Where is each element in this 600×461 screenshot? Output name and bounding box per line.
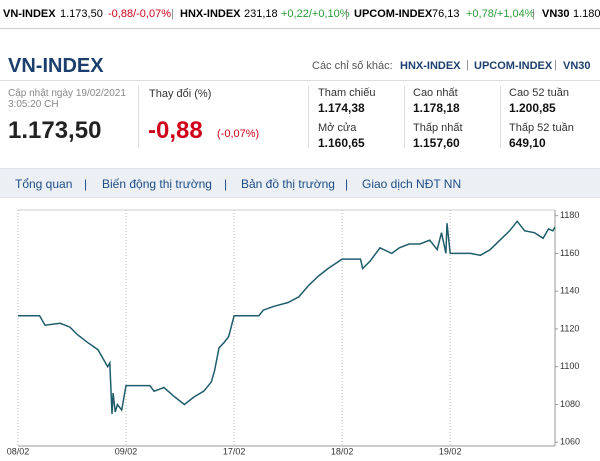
- stat-value: 1.174,38: [318, 101, 365, 115]
- divider: [0, 80, 600, 81]
- chart: 08/02 09/02 17/02 18/02 19/02 1060 1080 1100 112…: [7, 209, 580, 456]
- ticker-change: +0,22/+0,10%: [281, 8, 350, 20]
- tab[interactable]: Biến động thị trường: [102, 177, 212, 191]
- separator: |: [554, 59, 557, 71]
- change-label: Thay đổi (%): [149, 88, 212, 100]
- page-title: VN-INDEX: [8, 55, 104, 77]
- y-tick-label: 1120: [560, 323, 579, 333]
- stat-label: Cao 52 tuần: [509, 87, 569, 99]
- change: -0,88: [148, 117, 203, 144]
- tab-bar: [0, 168, 600, 198]
- separator: |: [532, 8, 535, 20]
- divider: [138, 86, 139, 148]
- ticker-change: -0,88/-0,07%: [108, 8, 171, 20]
- tab[interactable]: Tổng quan: [15, 177, 73, 191]
- y-tick-label: 1100: [560, 361, 579, 371]
- divider: [0, 28, 600, 29]
- stat-label: Cao nhất: [413, 87, 458, 99]
- divider: [404, 86, 405, 148]
- separator: |: [345, 177, 349, 191]
- y-tick-label: 1080: [560, 399, 580, 409]
- x-tick-label: 08/02: [7, 446, 30, 456]
- separator: |: [171, 8, 174, 20]
- stat-label: Tham chiếu: [318, 87, 376, 99]
- x-tick-label: 17/02: [223, 446, 246, 456]
- x-tick-label: 09/02: [115, 446, 138, 456]
- stat-value: 1.160,65: [318, 136, 365, 150]
- stat-value: 649,10: [509, 136, 546, 150]
- y-tick-label: 1060: [560, 437, 580, 447]
- y-tick-label: 1160: [560, 248, 579, 258]
- ticker-name[interactable]: VN30: [542, 8, 570, 20]
- ticker-name[interactable]: HNX-INDEX: [180, 8, 241, 20]
- y-tick-label: 1180: [560, 210, 579, 220]
- y-tick-label: 1140: [560, 286, 579, 296]
- index-link[interactable]: HNX-INDEX: [400, 60, 461, 72]
- ticker-value: 76,13: [432, 8, 460, 20]
- stat-value: 1.178,18: [413, 101, 460, 115]
- stat-value: 1.200,85: [509, 101, 556, 115]
- tab[interactable]: Giao dịch NĐT NN: [362, 177, 462, 191]
- price-line: [18, 220, 556, 414]
- separator: |: [466, 59, 469, 71]
- divider: [308, 86, 309, 148]
- time: 3:05:20 CH: [8, 99, 59, 110]
- ticker-value: 1.180: [573, 8, 600, 20]
- ticker-name[interactable]: VN-INDEX: [3, 8, 56, 20]
- change-pct: (-0,07%): [217, 128, 260, 140]
- x-tick-label: 19/02: [439, 446, 462, 456]
- stat-label: Thấp nhất: [413, 122, 463, 134]
- index-link[interactable]: UPCOM-INDEX: [474, 60, 553, 72]
- tab[interactable]: Bản đồ thị trường: [241, 177, 335, 191]
- other-label: Các chỉ số khác:: [312, 60, 393, 72]
- index-link[interactable]: VN30: [563, 60, 591, 72]
- ticker-value: 231,18: [244, 8, 278, 20]
- price: 1.173,50: [8, 117, 102, 144]
- separator: |: [84, 177, 88, 191]
- ticker-name[interactable]: UPCOM-INDEX: [354, 8, 433, 20]
- updated: Cập nhật ngày 19/02/2021: [8, 88, 126, 99]
- separator: |: [345, 8, 348, 20]
- divider: [500, 86, 501, 148]
- x-tick-label: 18/02: [331, 446, 354, 456]
- stat-label: Mở cửa: [318, 122, 357, 134]
- ticker-value: 1.173,50: [60, 8, 103, 20]
- stat-label: Thấp 52 tuần: [509, 122, 574, 134]
- ticker-change: +0,78/+1,04%: [466, 8, 535, 20]
- separator: |: [224, 177, 228, 191]
- stat-value: 1.157,60: [413, 136, 460, 150]
